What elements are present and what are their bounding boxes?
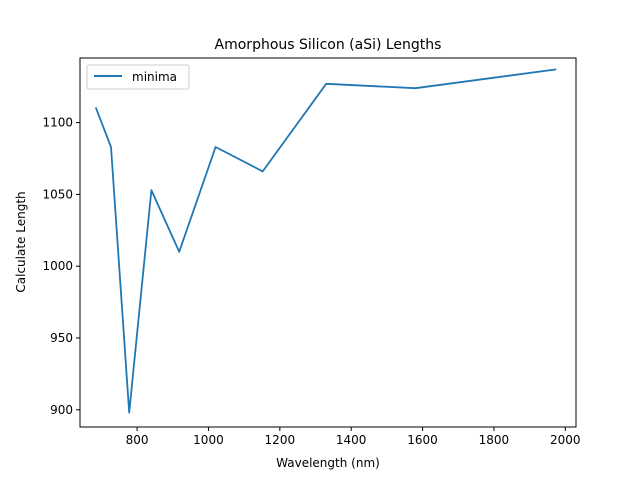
y-tick-label: 1000 (42, 259, 73, 273)
x-tick-label: 800 (126, 433, 149, 447)
y-tick-label: 1100 (42, 116, 73, 130)
legend: minima (86, 64, 190, 90)
x-tick-label: 1000 (193, 433, 224, 447)
y-tick-label: 1050 (42, 187, 73, 201)
x-tick-label: 1800 (479, 433, 510, 447)
y-axis-label: Calculate Length (14, 191, 28, 292)
x-axis-label: Wavelength (nm) (276, 456, 380, 470)
chart-title: Amorphous Silicon (aSi) Lengths (215, 37, 442, 53)
legend-label-minima: minima (132, 70, 177, 84)
x-tick-label: 1200 (265, 433, 296, 447)
y-tick-label: 950 (50, 331, 73, 345)
x-tick-label: 1600 (407, 433, 438, 447)
x-tick-label: 1400 (336, 433, 367, 447)
x-tick-label: 2000 (550, 433, 581, 447)
plot-frame (79, 57, 577, 428)
y-tick-label: 900 (50, 403, 73, 417)
series-line-minima (94, 68, 557, 414)
legend-box (86, 64, 190, 90)
